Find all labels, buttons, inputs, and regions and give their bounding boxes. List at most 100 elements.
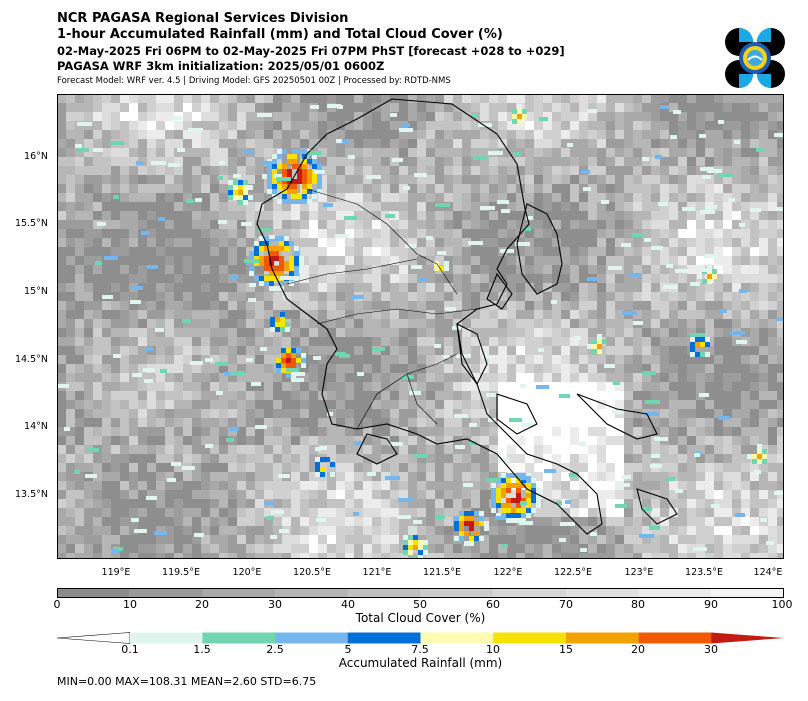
- cloud-cell: [480, 481, 489, 490]
- cloud-cell: [237, 526, 246, 535]
- rain-cell: [307, 174, 312, 179]
- rain-speck: [77, 122, 92, 126]
- cloud-cell: [777, 193, 784, 202]
- cloud-cell: [426, 220, 435, 229]
- cloud-cell: [255, 94, 264, 103]
- cloud-cell: [102, 373, 111, 382]
- cloud-cell: [84, 247, 93, 256]
- rain-cell: [469, 536, 474, 541]
- cloud-cell: [642, 247, 651, 256]
- cloud-cell: [759, 364, 768, 373]
- cloud-cell: [570, 130, 579, 139]
- cloud-cell: [426, 121, 435, 130]
- cloud-cell: [156, 256, 165, 265]
- cloud-cell: [138, 292, 147, 301]
- cloud-cell: [579, 436, 588, 445]
- cloud-cell: [264, 481, 273, 490]
- cloud-cell: [453, 400, 462, 409]
- cloud-cell: [417, 247, 426, 256]
- cloud-cell: [471, 247, 480, 256]
- cloud-cell: [525, 463, 534, 472]
- cloud-cell: [669, 112, 678, 121]
- rain-cell: [272, 159, 277, 164]
- rain-cell: [269, 286, 274, 291]
- rain-cell: [707, 279, 712, 284]
- cloud-cell: [723, 535, 732, 544]
- rain-speck: [615, 504, 627, 508]
- cloud-cell: [606, 274, 615, 283]
- cloud-cell: [696, 193, 705, 202]
- cloud-tick: 80: [631, 598, 645, 611]
- cloud-cell: [120, 517, 129, 526]
- cloud-cell: [444, 499, 453, 508]
- cloud-cell: [435, 337, 444, 346]
- cloud-cell: [417, 166, 426, 175]
- cloud-cell: [597, 373, 606, 382]
- cloud-cell: [111, 472, 120, 481]
- cloud-cell: [174, 247, 183, 256]
- cloud-cell: [345, 301, 354, 310]
- cloud-cell: [651, 148, 660, 157]
- rain-cell: [264, 276, 269, 281]
- forecast-period: 02-May-2025 Fri 06PM to 02-May-2025 Fri …: [57, 44, 565, 58]
- rain-cell: [302, 164, 307, 169]
- cloud-cell: [273, 229, 282, 238]
- cloud-cell: [579, 94, 588, 103]
- cloud-cell: [327, 265, 336, 274]
- cloud-cell: [120, 373, 129, 382]
- cloud-cell: [768, 490, 777, 499]
- cloud-cell: [219, 454, 228, 463]
- cloud-cell: [102, 121, 111, 130]
- cloud-cell: [291, 229, 300, 238]
- cloud-cell: [525, 130, 534, 139]
- cloud-cell: [498, 436, 507, 445]
- rain-speck: [93, 148, 103, 152]
- cloud-cell: [489, 445, 498, 454]
- cloud-cell: [759, 256, 768, 265]
- cloud-cell: [687, 274, 696, 283]
- rain-cell: [444, 266, 449, 271]
- cloud-tick: 20: [195, 598, 209, 611]
- cloud-cell: [435, 283, 444, 292]
- cloud-cell: [525, 328, 534, 337]
- rain-cell: [752, 454, 757, 459]
- cloud-cell: [309, 418, 318, 427]
- cloud-cell: [480, 301, 489, 310]
- rain-cell: [282, 164, 287, 169]
- cloud-cell: [606, 193, 615, 202]
- cloud-cell: [696, 103, 705, 112]
- cloud-cell: [102, 265, 111, 274]
- cloud-cell: [354, 355, 363, 364]
- cloud-cell: [426, 148, 435, 157]
- cloud-cell: [237, 427, 246, 436]
- cloud-cell: [381, 247, 390, 256]
- cloud-cell: [651, 265, 660, 274]
- cloud-cell: [201, 310, 210, 319]
- cloud-cell: [192, 265, 201, 274]
- cloud-cell: [471, 157, 480, 166]
- rain-speck: [171, 462, 181, 466]
- cloud-cell: [192, 139, 201, 148]
- cloud-cell: [453, 238, 462, 247]
- cloud-cell: [228, 157, 237, 166]
- cloud-cell: [75, 499, 84, 508]
- cloud-cell: [201, 382, 210, 391]
- cloud-cell: [237, 373, 246, 382]
- rain-cell: [491, 508, 496, 513]
- cloud-cell: [273, 400, 282, 409]
- cloud-cell: [606, 355, 615, 364]
- cloud-cell: [732, 193, 741, 202]
- cloud-cell: [570, 499, 579, 508]
- cloud-cell: [129, 319, 138, 328]
- rain-cell: [320, 472, 325, 477]
- rain-cell: [277, 164, 282, 169]
- cloud-cell: [570, 121, 579, 130]
- cloud-cell: [174, 346, 183, 355]
- lat-tick: 13.5°N: [14, 489, 48, 500]
- cloud-cell: [219, 346, 228, 355]
- cloud-cell: [84, 292, 93, 301]
- cloud-cell: [507, 130, 516, 139]
- cloud-cell: [399, 238, 408, 247]
- cloud-cell: [534, 265, 543, 274]
- cloud-cell: [372, 283, 381, 292]
